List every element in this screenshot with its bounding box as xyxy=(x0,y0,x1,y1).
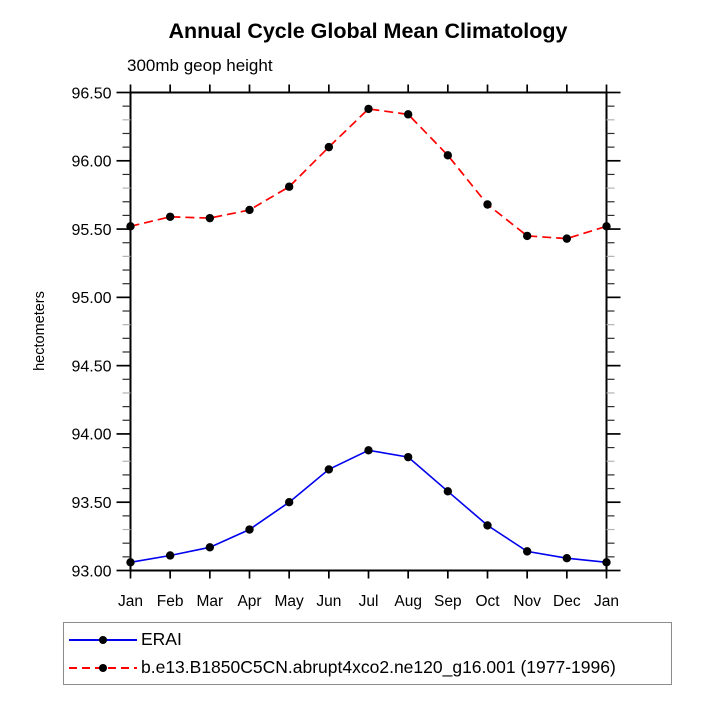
data-point-marker xyxy=(403,452,413,462)
x-tick-label: May xyxy=(275,593,305,610)
plot-frame xyxy=(129,91,608,572)
data-point-marker xyxy=(364,446,373,455)
data-point-marker xyxy=(205,543,215,552)
x-tick-label: Nov xyxy=(513,593,541,610)
data-point-marker xyxy=(165,212,175,221)
legend-item-model: b.e13.B1850C5CN.abrupt4xco2.ne120_g16.00… xyxy=(67,654,671,682)
data-point-marker xyxy=(443,487,453,496)
data-point-marker xyxy=(403,110,413,119)
data-point-marker xyxy=(602,558,611,567)
data-point-marker xyxy=(284,182,294,191)
data-point-marker xyxy=(165,551,175,560)
data-point-marker xyxy=(602,222,611,231)
data-point-marker xyxy=(324,142,334,152)
series-line-model xyxy=(130,108,607,240)
data-point-marker xyxy=(522,231,532,241)
y-tick-label: 96.50 xyxy=(71,85,111,102)
data-point-marker xyxy=(522,547,532,556)
legend: ERAI b.e13.B1850C5CN.abrupt4xco2.ne120_g… xyxy=(63,622,672,685)
y-tick-label: 94.00 xyxy=(71,427,111,444)
data-point-marker xyxy=(562,554,572,563)
legend-item-erai: ERAI xyxy=(67,626,671,654)
series-line-erai xyxy=(130,449,607,564)
y-tick-label: 95.50 xyxy=(71,222,111,239)
x-tick-label: Feb xyxy=(157,593,184,610)
x-tick-label: Apr xyxy=(237,593,261,610)
data-point-marker xyxy=(126,222,135,231)
y-tick-label: 93.00 xyxy=(71,563,111,580)
data-point-marker xyxy=(562,234,572,243)
legend-label-erai: ERAI xyxy=(141,629,182,649)
data-point-marker xyxy=(324,465,334,474)
data-point-marker xyxy=(245,525,254,534)
x-tick-label: Mar xyxy=(196,593,223,610)
x-tick-label: Sep xyxy=(434,593,462,610)
data-point-marker xyxy=(483,200,492,209)
data-point-marker xyxy=(443,151,453,160)
y-tick-label: 96.00 xyxy=(71,154,111,171)
data-point-marker xyxy=(483,521,492,530)
chart-subtitle: 300mb geop height xyxy=(127,56,273,75)
legend-line-sample-model xyxy=(69,663,137,672)
x-tick-label: Jan xyxy=(594,593,619,610)
legend-label-model: b.e13.B1850C5CN.abrupt4xco2.ne120_g16.00… xyxy=(141,657,616,677)
x-tick-label: Jan xyxy=(118,593,143,610)
legend-line-sample-erai xyxy=(69,635,137,644)
y-tick-label: 94.50 xyxy=(71,358,111,375)
plot-area: 93.00 93.50 94.00 94.50 95.00 95.50 96.00 96.50… xyxy=(71,84,621,610)
x-tick-label: Jul xyxy=(359,593,379,610)
data-point-marker xyxy=(245,205,254,215)
y-tick-label: 95.00 xyxy=(71,290,111,307)
data-point-marker xyxy=(364,104,373,114)
x-tick-label: Jun xyxy=(316,593,341,610)
y-tick-label: 93.50 xyxy=(71,495,111,512)
x-tick-label: Oct xyxy=(475,593,500,610)
chart-title: Annual Cycle Global Mean Climatology xyxy=(168,19,568,43)
data-point-marker xyxy=(284,498,294,507)
data-point-marker xyxy=(126,558,135,567)
data-point-marker xyxy=(205,213,215,223)
x-tick-label: Dec xyxy=(553,593,581,610)
x-tick-label: Aug xyxy=(394,593,422,610)
